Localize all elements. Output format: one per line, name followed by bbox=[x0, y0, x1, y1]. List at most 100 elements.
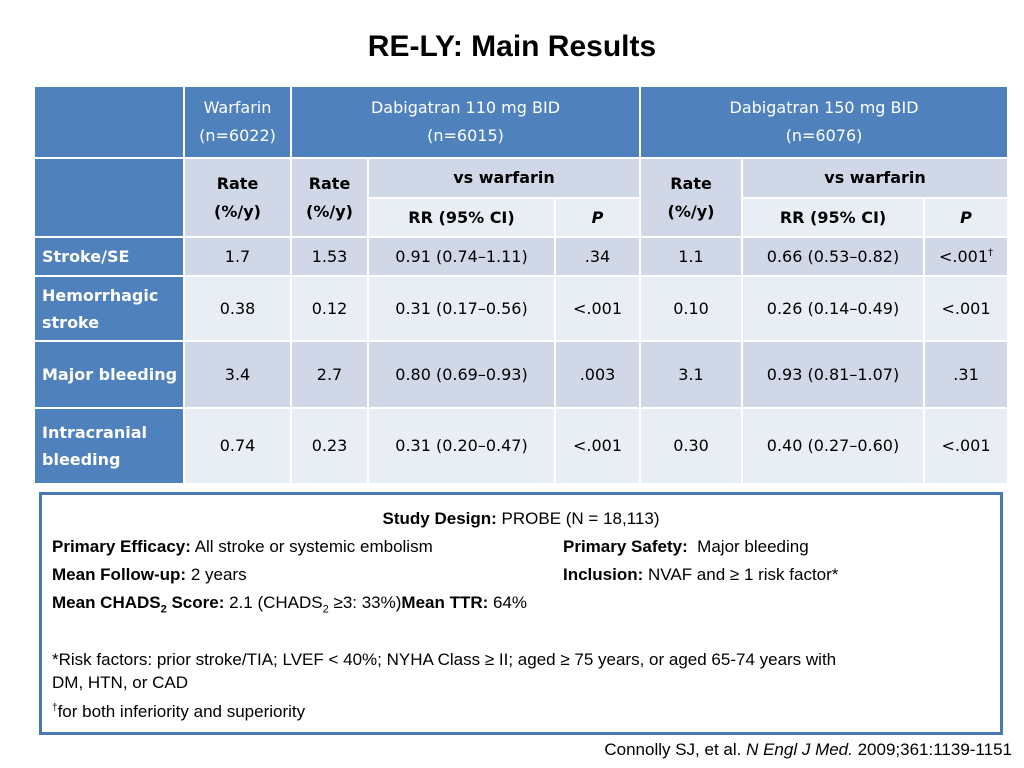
cell-d150-p: .31 bbox=[923, 340, 1010, 409]
cell-d150-p: <.001 bbox=[923, 275, 1010, 342]
header-d150-rate: Rate (%/y) bbox=[639, 157, 744, 238]
table-row: Stroke/SE 1.7 1.53 0.91 (0.74–1.11) .34 … bbox=[33, 236, 1010, 277]
row-label: Intracranial bleeding bbox=[33, 407, 185, 485]
chads-label-sub: 2 bbox=[160, 603, 167, 616]
table-row: Major bleeding 3.4 2.7 0.80 (0.69–0.93) … bbox=[33, 340, 1010, 409]
cell-d150-p: <.001† bbox=[923, 236, 1010, 277]
cell-d110-p: .003 bbox=[553, 340, 642, 409]
rate-label: Rate bbox=[308, 173, 351, 193]
cell-d150-rate: 0.30 bbox=[639, 407, 744, 485]
header-d150-rr: RR (95% CI) bbox=[741, 197, 926, 238]
cell-d150-rr: 0.66 (0.53–0.82) bbox=[741, 236, 926, 277]
study-design-label: Study Design: bbox=[382, 509, 497, 528]
study-design-line: Study Design: PROBE (N = 18,113) bbox=[42, 509, 1000, 529]
header-d110-p: P bbox=[553, 197, 642, 238]
cell-d110-p: <.001 bbox=[553, 275, 642, 342]
followup-label: Mean Follow-up: bbox=[52, 565, 187, 584]
row-label: Stroke/SE bbox=[33, 236, 185, 277]
row-label: Hemorrhagic stroke bbox=[33, 275, 185, 342]
cell-d110-rr: 0.31 (0.20–0.47) bbox=[367, 407, 556, 485]
header-row-sub2: RR (95% CI) P RR (95% CI) P bbox=[34, 197, 1010, 238]
results-table: Warfarin (n=6022) Dabigatran 110 mg BID … bbox=[33, 85, 1010, 485]
primary-efficacy-label: Primary Efficacy: bbox=[52, 537, 191, 556]
header-warfarin-name: Warfarin bbox=[203, 98, 272, 117]
inclusion-value: NVAF and ≥ 1 risk factor* bbox=[643, 565, 839, 584]
cell-d110-rr: 0.91 (0.74–1.11) bbox=[367, 236, 556, 277]
dagger-note-line: †for both inferiority and superiority bbox=[52, 702, 305, 722]
header-warfarin-rate: Rate (%/y) bbox=[183, 157, 292, 238]
primary-safety-line: Primary Safety: Major bleeding bbox=[563, 537, 809, 557]
citation: Connolly SJ, et al. N Engl J Med. 2009;3… bbox=[604, 740, 1012, 760]
citation-authors: Connolly SJ, et al. bbox=[604, 740, 747, 759]
cell-d150-rr: 0.93 (0.81–1.07) bbox=[741, 340, 926, 409]
dagger-mark: † bbox=[988, 247, 994, 259]
cell-d150-rr: 0.40 (0.27–0.60) bbox=[741, 407, 926, 485]
cell-d110-rr: 0.80 (0.69–0.93) bbox=[367, 340, 556, 409]
chads-label: Mean CHADS2 Score: bbox=[52, 593, 225, 616]
citation-journal: N Engl J Med. bbox=[746, 740, 853, 759]
cell-d110-rate: 2.7 bbox=[290, 340, 369, 409]
header-dabi110-name: Dabigatran 110 mg BID bbox=[370, 98, 561, 117]
header-empty-label bbox=[33, 157, 185, 238]
cell-d110-rate: 1.53 bbox=[290, 236, 369, 277]
dagger-note-mark: † bbox=[52, 702, 58, 714]
header-d110-rr: RR (95% CI) bbox=[367, 197, 556, 238]
table-row: Intracranial bleeding 0.74 0.23 0.31 (0.… bbox=[33, 407, 1010, 485]
rate-unit: (%/y) bbox=[667, 201, 715, 221]
header-dabi150-name: Dabigatran 150 mg BID bbox=[729, 98, 919, 117]
primary-safety-label: Primary Safety: bbox=[563, 537, 688, 556]
header-dabi110-n: (n=6015) bbox=[427, 126, 504, 145]
cell-warfarin-rate: 0.74 bbox=[183, 407, 292, 485]
header-row-sub1: Rate (%/y) Rate (%/y) vs warfarin Rate (… bbox=[33, 157, 1010, 238]
chads-value-a: 2.1 (CHADS bbox=[224, 593, 323, 612]
row-label: Major bleeding bbox=[33, 340, 185, 409]
table-row: Hemorrhagic stroke 0.38 0.12 0.31 (0.17–… bbox=[33, 275, 1010, 342]
study-design-value: PROBE (N = 18,113) bbox=[496, 509, 660, 528]
cell-d150-p: <.001 bbox=[923, 407, 1010, 485]
dagger-note-text: for both inferiority and superiority bbox=[57, 702, 306, 721]
rate-unit: (%/y) bbox=[214, 201, 261, 221]
citation-details: 2009;361:1139-1151 bbox=[852, 740, 1012, 759]
risk-factors-line2: DM, HTN, or CAD bbox=[52, 673, 188, 692]
header-row-groups: Warfarin (n=6022) Dabigatran 110 mg BID … bbox=[33, 85, 1010, 159]
primary-safety-value: Major bleeding bbox=[687, 537, 809, 556]
header-warfarin: Warfarin (n=6022) bbox=[183, 85, 292, 159]
inclusion-label: Inclusion: bbox=[563, 565, 644, 584]
rate-label: Rate bbox=[216, 173, 259, 193]
cell-d110-rate: 0.12 bbox=[290, 275, 369, 342]
cell-d150-rate: 1.1 bbox=[639, 236, 744, 277]
study-design-box: Study Design: PROBE (N = 18,113) Primary… bbox=[39, 492, 1003, 735]
cell-warfarin-rate: 0.38 bbox=[183, 275, 292, 342]
ttr-label: Mean TTR: bbox=[401, 593, 489, 612]
header-warfarin-n: (n=6022) bbox=[199, 126, 276, 145]
header-dabigatran-150: Dabigatran 150 mg BID (n=6076) bbox=[639, 85, 1010, 159]
header-dabi150-n: (n=6076) bbox=[785, 126, 863, 145]
cell-d150-p-value: <.001 bbox=[939, 246, 989, 266]
cell-d150-rate: 0.10 bbox=[639, 275, 744, 342]
header-dabigatran-110: Dabigatran 110 mg BID (n=6015) bbox=[289, 85, 642, 159]
inclusion-line: Inclusion: NVAF and ≥ 1 risk factor* bbox=[563, 565, 838, 585]
cell-d110-p: .34 bbox=[553, 236, 642, 277]
rate-label: Rate bbox=[670, 173, 712, 193]
followup-value: 2 years bbox=[186, 565, 247, 584]
ttr-value: 64% bbox=[488, 593, 528, 612]
cell-d150-rr: 0.26 (0.14–0.49) bbox=[741, 275, 926, 342]
header-d150-vs-warfarin: vs warfarin bbox=[741, 157, 1010, 199]
cell-d110-p: <.001 bbox=[553, 407, 642, 485]
header-d110-rate: Rate (%/y) bbox=[290, 157, 369, 238]
cell-d110-rr: 0.31 (0.17–0.56) bbox=[367, 275, 556, 342]
primary-efficacy-value: All stroke or systemic embolism bbox=[190, 537, 433, 556]
chads-value-sub: 2 bbox=[322, 603, 329, 616]
page-title: RE-LY: Main Results bbox=[367, 30, 657, 63]
chads-label-text: Mean CHADS bbox=[52, 593, 161, 612]
chads-value-b: ≥3: 33%) bbox=[328, 593, 402, 612]
chads-label-end: Score: bbox=[166, 593, 225, 612]
risk-factors-line1: *Risk factors: prior stroke/TIA; LVEF < … bbox=[52, 650, 837, 669]
cell-d110-rate: 0.23 bbox=[290, 407, 369, 485]
header-d150-p: P bbox=[923, 197, 1010, 238]
cell-warfarin-rate: 1.7 bbox=[183, 236, 292, 277]
header-empty-corner bbox=[33, 85, 185, 159]
cell-d150-rate: 3.1 bbox=[639, 340, 744, 409]
cell-warfarin-rate: 3.4 bbox=[183, 340, 292, 409]
primary-efficacy-line: Primary Efficacy: All stroke or systemic… bbox=[52, 537, 433, 557]
